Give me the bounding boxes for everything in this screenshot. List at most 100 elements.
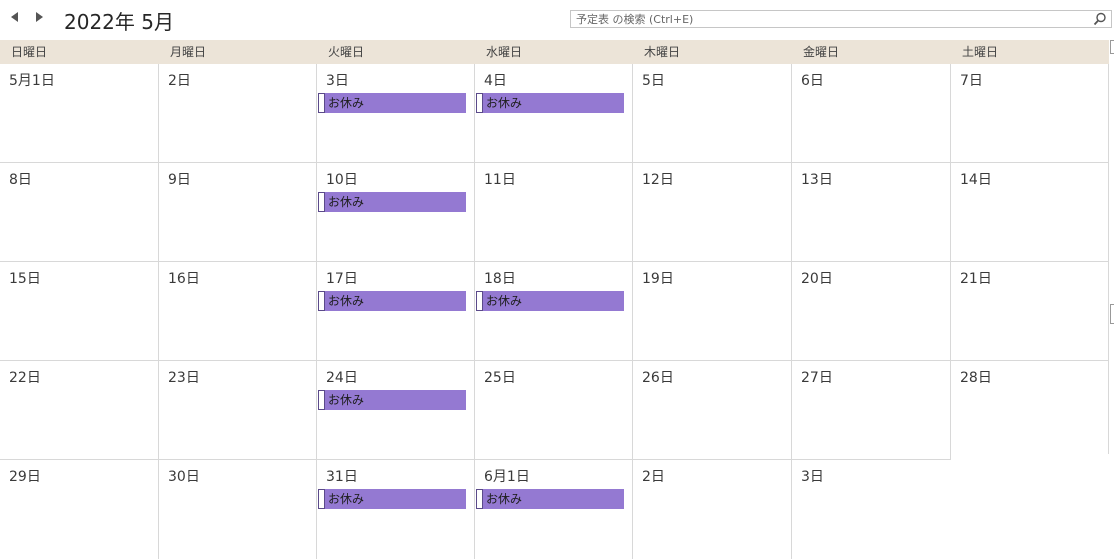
day-number: 25日 bbox=[484, 370, 516, 386]
day-cell[interactable]: 26日 bbox=[633, 361, 792, 460]
day-number: 5月1日 bbox=[9, 73, 55, 89]
day-number: 6日 bbox=[801, 73, 824, 89]
search-icon[interactable] bbox=[1093, 12, 1107, 26]
day-cell[interactable]: 21日 bbox=[951, 262, 1109, 361]
day-cell[interactable]: 23日 bbox=[159, 361, 317, 460]
weekday-header-3: 水曜日 bbox=[486, 45, 523, 59]
event-oyasumi[interactable]: お休み bbox=[318, 192, 466, 212]
day-cell[interactable]: 22日 bbox=[0, 361, 159, 460]
calendar-toolbar: 2022年 5月 bbox=[0, 0, 1114, 40]
event-oyasumi[interactable]: お休み bbox=[318, 93, 466, 113]
weekday-header-row: 日曜日 月曜日 火曜日 水曜日 木曜日 金曜日 土曜日 bbox=[0, 40, 1109, 64]
day-number: 28日 bbox=[960, 370, 992, 386]
event-label: お休み bbox=[486, 492, 523, 506]
weekday-header-6: 土曜日 bbox=[962, 45, 999, 59]
event-label: お休み bbox=[486, 294, 523, 308]
day-cell[interactable]: 12日 bbox=[633, 163, 792, 262]
day-cell[interactable]: 2日 bbox=[159, 64, 317, 163]
day-cell[interactable]: 29日 bbox=[0, 460, 159, 559]
event-status-marker bbox=[318, 93, 325, 113]
event-status-marker bbox=[318, 489, 325, 509]
weekday-header-5: 金曜日 bbox=[803, 45, 840, 59]
day-number: 6月1日 bbox=[484, 469, 530, 485]
event-status-marker bbox=[476, 291, 483, 311]
event-label: お休み bbox=[328, 492, 365, 506]
calendar-search-box[interactable] bbox=[570, 10, 1112, 28]
event-oyasumi[interactable]: お休み bbox=[318, 291, 466, 311]
event-label: お休み bbox=[328, 96, 365, 110]
day-cell[interactable]: 20日 bbox=[792, 262, 951, 361]
day-cell[interactable]: 10日 bbox=[317, 163, 475, 262]
scroll-top-mark[interactable] bbox=[1110, 40, 1114, 54]
day-number: 15日 bbox=[9, 271, 41, 287]
weekday-header-0: 日曜日 bbox=[11, 45, 48, 59]
event-status-marker bbox=[318, 390, 325, 410]
day-number: 2日 bbox=[168, 73, 191, 89]
day-cell[interactable]: 3日 bbox=[792, 460, 951, 559]
day-number: 23日 bbox=[168, 370, 200, 386]
day-cell[interactable]: 4日 bbox=[475, 64, 633, 163]
month-grid: 5月1日 2日 3日 4日 5日 6日 7日 8日 9日 10日 11日 12日 13日 14日 15日 16… bbox=[0, 64, 1109, 559]
day-cell[interactable]: 25日 bbox=[475, 361, 633, 460]
day-cell[interactable]: 30日 bbox=[159, 460, 317, 559]
day-cell[interactable]: 11日 bbox=[475, 163, 633, 262]
event-oyasumi[interactable]: お休み bbox=[476, 489, 624, 509]
event-oyasumi[interactable]: お休み bbox=[318, 390, 466, 410]
day-number: 26日 bbox=[642, 370, 674, 386]
day-number: 3日 bbox=[801, 469, 824, 485]
event-label: お休み bbox=[328, 294, 365, 308]
day-cell[interactable]: 14日 bbox=[951, 163, 1109, 262]
day-number: 4日 bbox=[484, 73, 507, 89]
day-number: 13日 bbox=[801, 172, 833, 188]
day-cell[interactable]: 5月1日 bbox=[0, 64, 159, 163]
day-number: 29日 bbox=[9, 469, 41, 485]
day-number: 20日 bbox=[801, 271, 833, 287]
day-number: 9日 bbox=[168, 172, 191, 188]
day-cell[interactable]: 24日 bbox=[317, 361, 475, 460]
scroll-thumb-mark[interactable] bbox=[1110, 304, 1114, 324]
day-cell[interactable]: 18日 bbox=[475, 262, 633, 361]
event-oyasumi[interactable]: お休み bbox=[476, 93, 624, 113]
day-number: 31日 bbox=[326, 469, 358, 485]
day-number: 10日 bbox=[326, 172, 358, 188]
event-status-marker bbox=[476, 93, 483, 113]
day-cell[interactable]: 7日 bbox=[951, 64, 1109, 163]
day-number: 19日 bbox=[642, 271, 674, 287]
day-cell[interactable]: 6日 bbox=[792, 64, 951, 163]
day-cell[interactable]: 28日 bbox=[951, 361, 1109, 454]
day-number: 27日 bbox=[801, 370, 833, 386]
day-number: 3日 bbox=[326, 73, 349, 89]
day-number: 16日 bbox=[168, 271, 200, 287]
day-number: 30日 bbox=[168, 469, 200, 485]
day-cell[interactable]: 9日 bbox=[159, 163, 317, 262]
day-cell[interactable]: 31日 bbox=[317, 460, 475, 559]
day-cell[interactable]: 5日 bbox=[633, 64, 792, 163]
day-cell[interactable]: 6月1日 bbox=[475, 460, 633, 559]
next-month-arrow-icon[interactable] bbox=[36, 12, 43, 22]
side-scroll-marks bbox=[1110, 40, 1114, 557]
day-number: 12日 bbox=[642, 172, 674, 188]
day-cell[interactable]: 8日 bbox=[0, 163, 159, 262]
weekday-header-4: 木曜日 bbox=[644, 45, 681, 59]
day-cell[interactable]: 3日 bbox=[317, 64, 475, 163]
day-number: 22日 bbox=[9, 370, 41, 386]
calendar-search-input[interactable] bbox=[571, 11, 1091, 27]
day-cell[interactable]: 17日 bbox=[317, 262, 475, 361]
day-number: 5日 bbox=[642, 73, 665, 89]
day-cell[interactable]: 19日 bbox=[633, 262, 792, 361]
day-cell[interactable]: 27日 bbox=[792, 361, 951, 460]
previous-month-arrow-icon[interactable] bbox=[11, 12, 18, 22]
event-oyasumi[interactable]: お休み bbox=[318, 489, 466, 509]
day-number: 17日 bbox=[326, 271, 358, 287]
weekday-header-2: 火曜日 bbox=[328, 45, 365, 59]
event-oyasumi[interactable]: お休み bbox=[476, 291, 624, 311]
day-number: 7日 bbox=[960, 73, 983, 89]
weekday-header-1: 月曜日 bbox=[170, 45, 207, 59]
day-cell[interactable]: 2日 bbox=[633, 460, 792, 559]
day-cell[interactable]: 13日 bbox=[792, 163, 951, 262]
day-cell[interactable]: 15日 bbox=[0, 262, 159, 361]
day-cell[interactable]: 16日 bbox=[159, 262, 317, 361]
day-number: 18日 bbox=[484, 271, 516, 287]
event-status-marker bbox=[318, 291, 325, 311]
event-status-marker bbox=[476, 489, 483, 509]
